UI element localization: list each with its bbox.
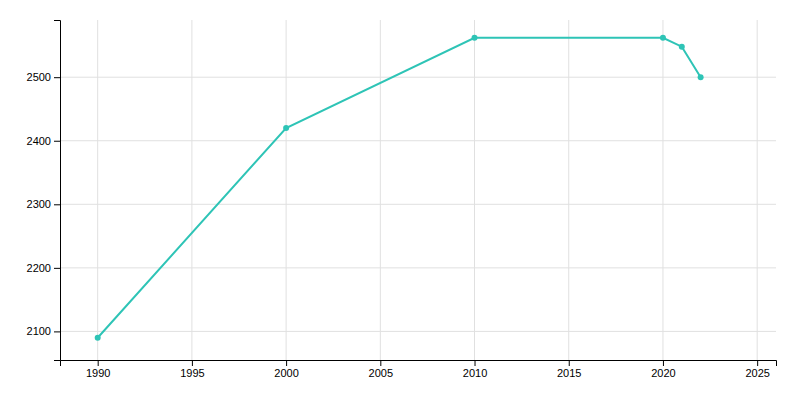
grid-line-x [474,20,475,360]
data-point [679,44,685,50]
x-tick-mark [569,360,570,366]
x-tick: 2015 [557,360,581,379]
grid-line-x [380,20,381,360]
data-line [98,38,701,338]
grid-line-x [286,20,287,360]
y-tick: 2200 [27,262,60,274]
y-tick-label: 2100 [27,325,51,337]
grid-line-x [757,20,758,360]
chart-container: 1990 1995 2000 2005 2010 2015 2020 2025 2100 2200… [0,0,800,400]
plot-area [95,35,704,341]
chart-svg: 1990 1995 2000 2005 2010 2015 2020 2025 2100 2200… [0,0,800,400]
y-tick: 2500 [27,71,60,83]
x-tick: 2020 [651,360,675,379]
x-axis: 1990 1995 2000 2005 2010 2015 2020 2025 [61,360,777,379]
x-tick-label: 2000 [274,367,298,379]
x-tick-label: 2025 [745,367,769,379]
grid-line-x [191,20,192,360]
x-tick-label: 1990 [86,367,110,379]
x-tick-mark [192,360,193,366]
data-point [95,335,101,341]
x-tick-label: 2010 [463,367,487,379]
grid-line-y [60,204,776,205]
data-point [283,125,289,131]
x-tick: 2000 [274,360,298,379]
y-axis-line [54,21,61,361]
x-tick-mark [286,360,287,366]
grid-line-x [662,20,663,360]
x-tick-mark [757,360,758,366]
grid-line-y [60,267,776,268]
x-tick-label: 2005 [369,367,393,379]
y-tick-mark [54,204,60,205]
data-point [698,74,704,80]
y-tick-mark [54,331,60,332]
grid-line-x [568,20,569,360]
x-tick-label: 2015 [557,367,581,379]
data-point [472,35,478,41]
y-tick: 2400 [27,135,60,147]
y-tick-mark [54,268,60,269]
y-tick-label: 2500 [27,71,51,83]
x-tick: 2025 [745,360,769,379]
y-tick-label: 2300 [27,198,51,210]
grid-line-y [60,331,776,332]
y-tick-label: 2200 [27,262,51,274]
x-tick: 2010 [463,360,487,379]
x-tick-mark [663,360,664,366]
x-tick-label: 1995 [180,367,204,379]
x-tick-mark [98,360,99,366]
y-tick-mark [54,77,60,78]
grid-line-y [60,77,776,78]
grid-line-x [97,20,98,360]
grid-line-y [60,140,776,141]
x-tick-mark [380,360,381,366]
data-point [660,35,666,41]
x-tick-mark [475,360,476,366]
x-tick: 1995 [180,360,204,379]
x-tick: 2005 [369,360,393,379]
y-tick: 2100 [27,325,60,337]
y-axis: 2100 2200 2300 2400 2500 [27,21,61,361]
x-axis-line [61,361,777,367]
y-tick: 2300 [27,198,60,210]
grid [60,20,776,360]
x-tick: 1990 [86,360,110,379]
y-tick-mark [54,141,60,142]
y-tick-label: 2400 [27,135,51,147]
x-tick-label: 2020 [651,367,675,379]
